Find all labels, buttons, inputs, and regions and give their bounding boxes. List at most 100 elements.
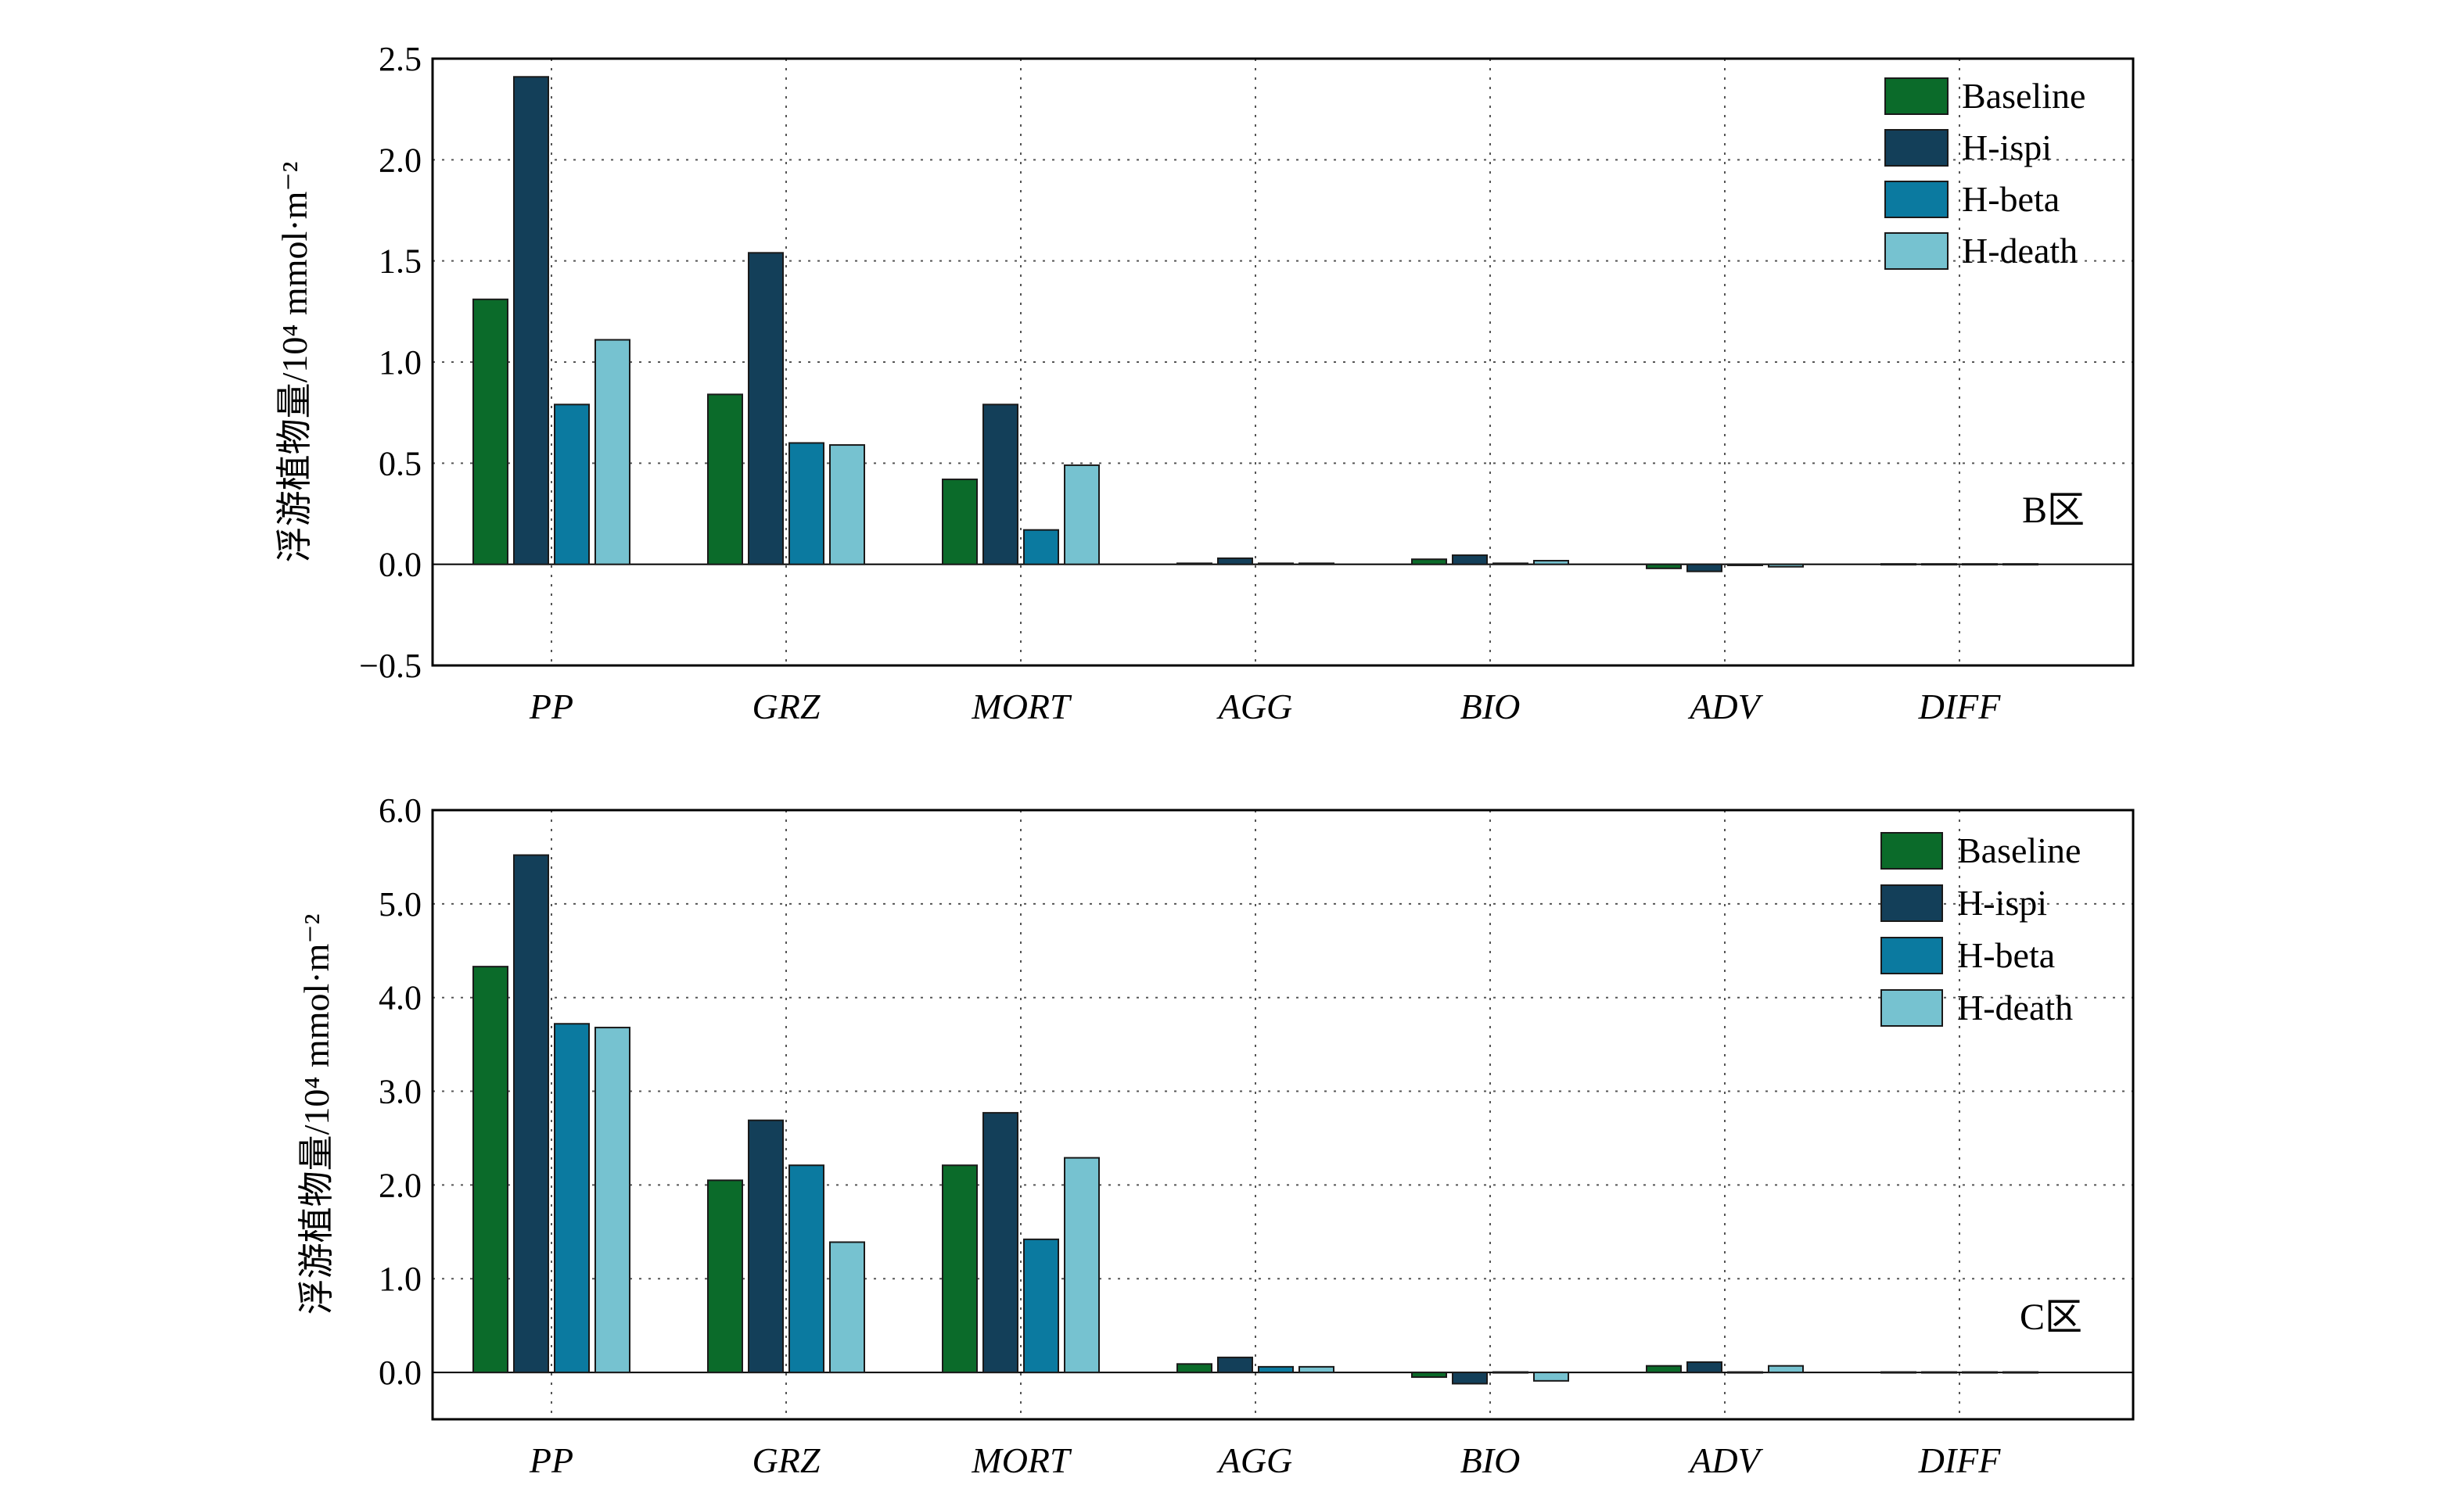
y-tick-label: 2.0 [379, 141, 422, 179]
bar-h-death-adv [1768, 563, 1804, 568]
bar-h-beta-mort [1023, 1238, 1059, 1374]
bar-h-death-agg [1298, 1365, 1334, 1374]
y-tick-label: 4.0 [379, 979, 422, 1017]
x-category-label: GRZ [752, 1440, 821, 1480]
legend-swatch [1880, 989, 1943, 1027]
bar-baseline-mort [942, 479, 978, 565]
bar-baseline-grz [707, 393, 743, 565]
bar-h-ispi-bio [1452, 1372, 1488, 1385]
bar-h-ispi-pp [513, 854, 549, 1374]
chart-panel-2: 0.0 1.0 2.0 3.0 4.0 5.0 6.0 PP GRZ MORT AGG BIO ADV D… [296, 791, 2135, 1480]
bar-h-death-mort [1064, 464, 1100, 565]
x-category-label: GRZ [752, 687, 821, 726]
bar-h-beta-bio [1492, 562, 1528, 565]
bar-h-death-pp [594, 339, 630, 565]
legend: Baseline H-ispi H-beta H-death [1884, 76, 2085, 271]
bar-h-beta-agg [1258, 562, 1294, 565]
legend-swatch [1880, 884, 1943, 922]
x-category-label: PP [529, 1440, 573, 1480]
x-category-label: BIO [1460, 1440, 1521, 1480]
x-category-label: MORT [971, 1440, 1072, 1480]
legend-swatch [1884, 181, 1949, 218]
legend-label: Baseline [1957, 830, 2081, 870]
bar-baseline-bio [1411, 1372, 1447, 1379]
bar-h-beta-diff [1962, 563, 1998, 566]
legend-label: H-beta [1962, 179, 2060, 219]
bar-h-ispi-diff [1921, 1371, 1957, 1374]
y-tick-label: 1.5 [379, 242, 422, 281]
y-tick-label: 0.0 [379, 546, 422, 584]
bar-baseline-diff [1880, 563, 1916, 566]
bar-h-beta-pp [554, 1023, 590, 1374]
x-category-label: ADV [1687, 1440, 1763, 1480]
bar-h-beta-grz [788, 1164, 824, 1374]
x-category-label: ADV [1687, 687, 1763, 726]
legend-swatch [1884, 77, 1949, 115]
bar-h-ispi-mort [982, 403, 1018, 565]
bar-h-beta-diff [1962, 1371, 1998, 1374]
chart-panel-1: −0.5 0.0 0.5 1.0 1.5 2.0 2.5 PP GRZ MORT AGG BIO ADV… [275, 40, 2135, 726]
region-label: B区 [2022, 490, 2085, 531]
legend: Baseline H-ispi H-beta H-death [1880, 830, 2081, 1028]
bar-baseline-adv [1646, 1365, 1682, 1374]
y-tick-label: 1.0 [379, 343, 422, 382]
x-category-label: AGG [1216, 1440, 1293, 1480]
y-tick-label: 2.0 [379, 1166, 422, 1204]
bar-baseline-grz [707, 1179, 743, 1374]
bar-baseline-agg [1176, 1363, 1212, 1374]
legend-label: H-beta [1957, 935, 2055, 975]
legend-swatch [1884, 129, 1949, 167]
y-tick-label: 1.0 [379, 1260, 422, 1298]
bar-h-beta-adv [1727, 1371, 1763, 1374]
bar-h-death-pp [594, 1027, 630, 1374]
bar-h-ispi-grz [748, 252, 784, 565]
bar-h-ispi-diff [1921, 563, 1957, 566]
bar-h-ispi-pp [513, 76, 549, 565]
bar-h-death-bio [1533, 560, 1569, 565]
bar-h-death-adv [1768, 1365, 1804, 1374]
plot-frame [431, 57, 2135, 667]
y-tick-label: 2.5 [379, 40, 422, 78]
y-tick-label: 0.0 [379, 1354, 422, 1392]
bar-h-beta-agg [1258, 1365, 1294, 1374]
bar-baseline-pp [472, 966, 508, 1374]
x-category-label: DIFF [1918, 1440, 2002, 1480]
bar-h-death-agg [1298, 562, 1334, 565]
bar-baseline-pp [472, 298, 508, 565]
bar-h-ispi-adv [1686, 1361, 1722, 1374]
bar-h-ispi-adv [1686, 563, 1722, 572]
bar-baseline-bio [1411, 558, 1447, 565]
legend-label: H-death [1957, 988, 2073, 1028]
legend-label: H-ispi [1962, 127, 2052, 167]
legend-swatch [1884, 232, 1949, 270]
bar-h-beta-bio [1492, 1371, 1528, 1374]
bar-h-beta-pp [554, 403, 590, 565]
bar-h-beta-mort [1023, 529, 1059, 565]
plot-frame [431, 809, 2135, 1421]
bar-h-death-mort [1064, 1157, 1100, 1374]
bar-h-death-grz [829, 1241, 865, 1374]
y-axis-label: 浮游植物量/10⁴ mmol·m⁻² [275, 162, 314, 563]
legend-swatch [1880, 832, 1943, 870]
bar-h-death-grz [829, 444, 865, 565]
legend-label: H-ispi [1957, 883, 2047, 923]
legend-label: H-death [1962, 231, 2078, 271]
y-axis-label: 浮游植物量/10⁴ mmol·m⁻² [296, 914, 336, 1315]
bar-h-death-diff [2002, 563, 2038, 566]
x-category-label: DIFF [1918, 687, 2002, 726]
bar-baseline-diff [1880, 1371, 1916, 1374]
x-category-label: BIO [1460, 687, 1521, 726]
x-category-label: AGG [1216, 687, 1293, 726]
bar-h-ispi-agg [1217, 557, 1253, 565]
bar-h-ispi-agg [1217, 1356, 1253, 1374]
bar-h-death-diff [2002, 1371, 2038, 1374]
y-tick-label: 0.5 [379, 444, 422, 482]
bar-baseline-adv [1646, 563, 1682, 569]
y-tick-label: −0.5 [359, 647, 422, 685]
legend-label: Baseline [1962, 76, 2085, 116]
region-label: C区 [2020, 1297, 2082, 1338]
bar-h-death-bio [1533, 1372, 1569, 1382]
legend-swatch [1880, 937, 1943, 974]
y-tick-label: 6.0 [379, 791, 422, 830]
